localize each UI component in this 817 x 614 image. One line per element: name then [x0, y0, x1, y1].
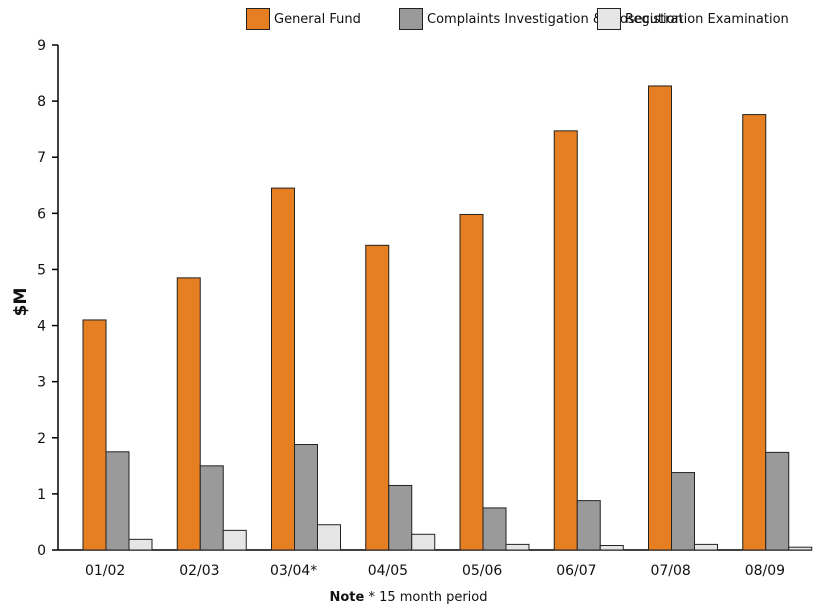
- footnote-label: Note: [329, 590, 365, 605]
- legend-item-general-fund: General Fund: [246, 6, 361, 32]
- y-tick-label: 9: [37, 38, 46, 54]
- bar-complaints: [671, 472, 695, 551]
- bar-general-fund: [365, 244, 390, 551]
- bar-complaints: [199, 465, 224, 551]
- bar-complaints: [105, 451, 130, 551]
- bar-registration: [788, 546, 813, 551]
- x-tick-label: 01/02: [85, 563, 125, 579]
- x-tick-label: 05/06: [462, 563, 502, 579]
- y-tick-label: 3: [37, 375, 46, 391]
- bar-registration: [317, 524, 341, 551]
- bar-registration: [599, 545, 624, 551]
- bar-general-fund: [176, 277, 201, 551]
- x-tick-label: 04/05: [368, 563, 408, 579]
- y-tick-label: 8: [37, 94, 46, 110]
- footnote: Note * 15 month period: [0, 590, 817, 605]
- bar-general-fund: [459, 213, 484, 551]
- bar-complaints: [482, 507, 507, 551]
- legend-label-general-fund: General Fund: [274, 11, 361, 27]
- x-tick-label: 06/07: [556, 563, 596, 579]
- legend-item-registration: Registration Examination: [597, 6, 789, 32]
- x-tick-label: 07/08: [650, 563, 690, 579]
- y-tick-label: 6: [37, 206, 46, 222]
- legend-label-registration: Registration Examination: [625, 11, 789, 27]
- y-tick-label: 7: [37, 150, 46, 166]
- legend-swatch-registration: [597, 8, 621, 30]
- bar-general-fund: [553, 130, 578, 551]
- y-tick-label: 4: [37, 319, 46, 335]
- footnote-text: * 15 month period: [364, 590, 488, 605]
- bar-general-fund: [648, 85, 672, 551]
- bar-complaints: [765, 451, 790, 551]
- bar-general-fund: [82, 319, 107, 551]
- bar-general-fund: [742, 114, 767, 551]
- bar-general-fund: [271, 187, 295, 551]
- y-tick-label: 0: [37, 543, 46, 559]
- bar-registration: [694, 543, 718, 551]
- legend-swatch-general-fund: [246, 8, 270, 30]
- bar-registration: [222, 529, 247, 551]
- bar-registration: [128, 538, 153, 551]
- bar-registration: [411, 533, 436, 551]
- x-tick-label: 02/03: [179, 563, 219, 579]
- chart-legend: General Fund Complaints Investigation & …: [0, 6, 817, 32]
- bar-complaints: [388, 484, 413, 551]
- y-tick-label: 5: [37, 262, 46, 278]
- legend-swatch-complaints: [399, 8, 423, 30]
- bar-complaints: [576, 500, 601, 551]
- bar-registration: [505, 543, 530, 551]
- x-tick-label: 08/09: [745, 563, 785, 579]
- x-tick-label: 03/04*: [270, 563, 317, 579]
- bar-complaints: [294, 444, 318, 551]
- y-tick-label: 1: [37, 487, 46, 503]
- y-tick-label: 2: [37, 431, 46, 447]
